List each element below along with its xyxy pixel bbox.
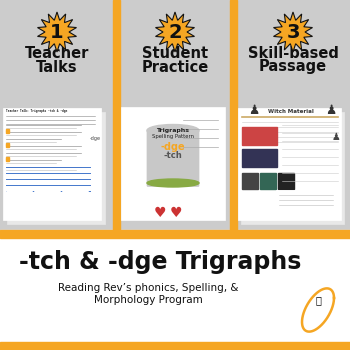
Text: Teacher: Teacher bbox=[25, 46, 89, 61]
Polygon shape bbox=[155, 12, 195, 52]
Bar bbox=[62, 195, 88, 202]
Text: Witch Material: Witch Material bbox=[268, 109, 314, 114]
Bar bbox=[3, 108, 101, 220]
Bar bbox=[230, 0, 237, 230]
Bar bbox=[34, 187, 60, 194]
Text: ♟: ♟ bbox=[332, 132, 341, 142]
Bar bbox=[0, 342, 350, 350]
Text: -tch: -tch bbox=[164, 151, 182, 160]
Bar bbox=[7, 112, 105, 224]
Bar bbox=[144, 202, 158, 210]
Bar bbox=[198, 193, 214, 201]
Text: Morphology Program: Morphology Program bbox=[94, 295, 202, 305]
Bar bbox=[260, 173, 276, 189]
Text: Student: Student bbox=[142, 46, 208, 61]
Text: Trigraphs: Trigraphs bbox=[156, 128, 189, 133]
Bar bbox=[242, 127, 277, 145]
Text: Teacher Talk: Trigraphs -tch & -dge: Teacher Talk: Trigraphs -tch & -dge bbox=[6, 109, 67, 113]
Bar bbox=[278, 173, 294, 189]
Bar bbox=[6, 129, 9, 131]
Bar bbox=[113, 0, 120, 230]
Text: -dge: -dge bbox=[90, 136, 101, 141]
Polygon shape bbox=[37, 12, 77, 52]
Bar bbox=[62, 187, 88, 194]
Bar bbox=[128, 202, 142, 210]
Ellipse shape bbox=[147, 179, 199, 187]
Text: ♥: ♥ bbox=[170, 206, 182, 220]
Circle shape bbox=[296, 278, 340, 322]
Text: 🦉: 🦉 bbox=[315, 295, 321, 305]
Text: Skill-based: Skill-based bbox=[247, 46, 338, 61]
Text: ♟: ♟ bbox=[248, 104, 259, 117]
Text: ♥: ♥ bbox=[154, 206, 166, 220]
Bar bbox=[6, 159, 9, 161]
Bar bbox=[144, 193, 158, 201]
Bar bbox=[241, 112, 344, 224]
Bar bbox=[242, 149, 277, 167]
Text: ♟: ♟ bbox=[325, 104, 336, 117]
Bar bbox=[0, 230, 350, 350]
Bar bbox=[0, 230, 350, 238]
Bar bbox=[128, 193, 142, 201]
Text: Talks: Talks bbox=[36, 60, 78, 75]
Text: Reading Rev’s phonics, Spelling, &: Reading Rev’s phonics, Spelling, & bbox=[58, 283, 238, 293]
Bar bbox=[160, 193, 174, 201]
Bar bbox=[198, 202, 214, 210]
Bar bbox=[276, 190, 336, 210]
Bar bbox=[34, 195, 60, 202]
Text: 2: 2 bbox=[168, 22, 182, 42]
Text: 3: 3 bbox=[286, 22, 300, 42]
Text: -dge: -dge bbox=[161, 142, 185, 152]
FancyBboxPatch shape bbox=[147, 130, 199, 187]
Text: 1: 1 bbox=[50, 22, 64, 42]
Bar bbox=[242, 173, 258, 189]
Bar bbox=[238, 108, 341, 220]
Bar bbox=[6, 157, 9, 159]
Bar bbox=[160, 202, 174, 210]
Bar bbox=[6, 195, 32, 202]
Ellipse shape bbox=[147, 125, 199, 136]
Text: Passage: Passage bbox=[259, 60, 327, 75]
Bar bbox=[124, 110, 223, 218]
Text: -tch & -dge Trigraphs: -tch & -dge Trigraphs bbox=[19, 250, 301, 274]
Bar bbox=[6, 143, 9, 145]
Bar bbox=[6, 187, 32, 194]
Bar bbox=[180, 202, 196, 210]
Bar bbox=[6, 131, 9, 133]
Bar bbox=[122, 108, 225, 220]
Text: Practice: Practice bbox=[141, 60, 209, 75]
Polygon shape bbox=[273, 12, 313, 52]
Bar bbox=[180, 193, 196, 201]
Text: Spelling Pattern: Spelling Pattern bbox=[152, 134, 194, 139]
Bar bbox=[6, 145, 9, 147]
